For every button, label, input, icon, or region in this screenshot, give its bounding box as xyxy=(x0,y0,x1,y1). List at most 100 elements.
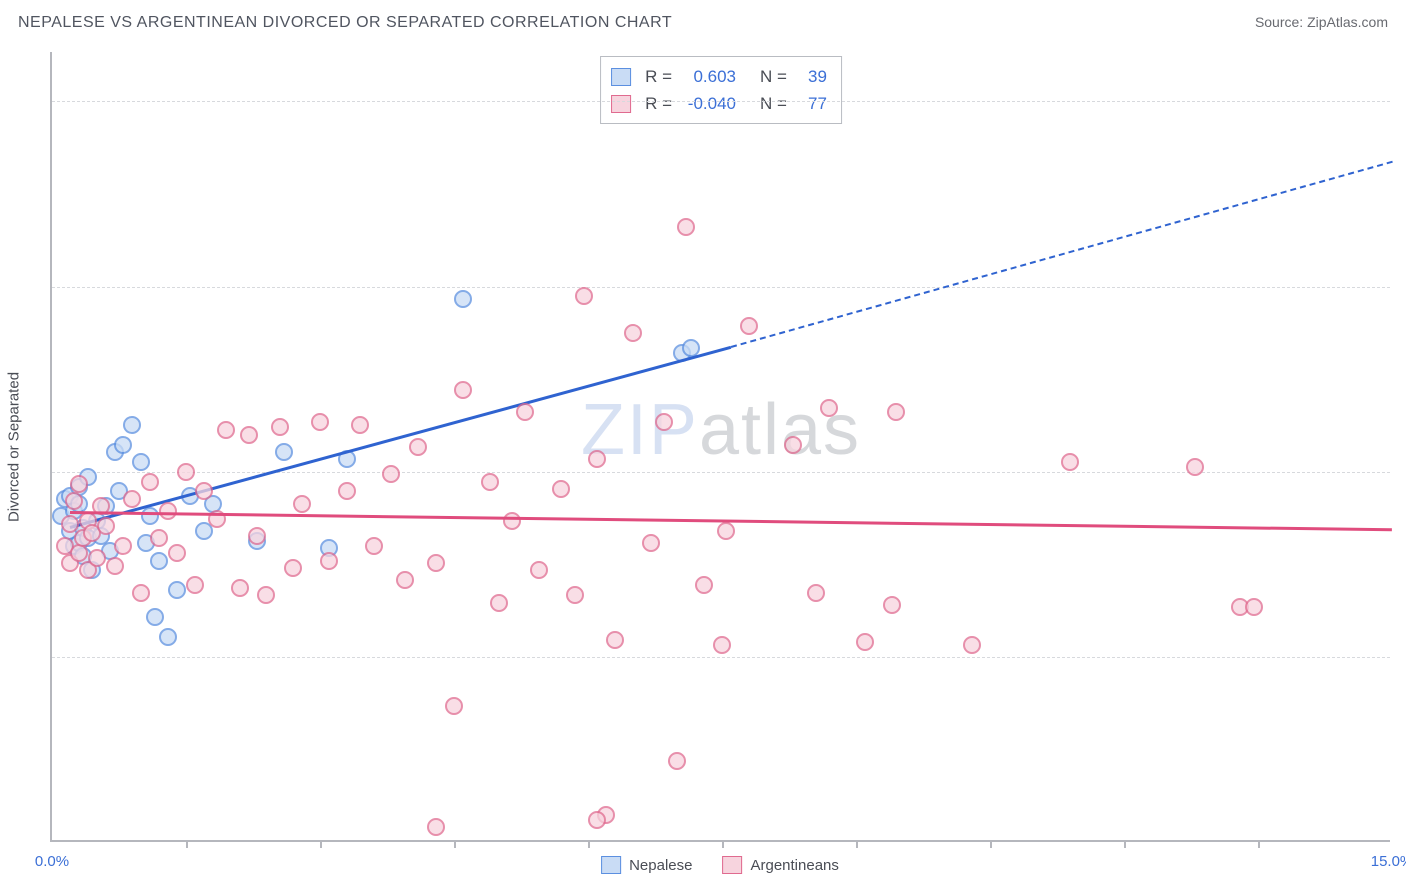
data-point xyxy=(552,480,570,498)
r-label: R = xyxy=(645,90,672,117)
legend-label: Argentineans xyxy=(750,857,838,874)
legend-row: R =-0.040N =77 xyxy=(611,90,827,117)
y-tick-label: 15.0% xyxy=(1394,463,1406,480)
legend-item: Argentineans xyxy=(722,856,838,874)
data-point xyxy=(240,426,258,444)
legend-label: Nepalese xyxy=(629,857,692,874)
data-point xyxy=(114,436,132,454)
chart-title: NEPALESE VS ARGENTINEAN DIVORCED OR SEPA… xyxy=(18,14,672,32)
data-point xyxy=(503,512,521,530)
chart-source: Source: ZipAtlas.com xyxy=(1255,14,1388,30)
data-point xyxy=(588,811,606,829)
plot-container: Divorced or Separated ZIPatlas R =0.603N… xyxy=(50,52,1390,842)
data-point xyxy=(887,403,905,421)
data-point xyxy=(481,473,499,491)
data-point xyxy=(150,552,168,570)
watermark: ZIPatlas xyxy=(581,389,861,471)
data-point xyxy=(530,561,548,579)
data-point xyxy=(320,552,338,570)
data-point xyxy=(807,584,825,602)
data-point xyxy=(409,438,427,456)
plot-area: ZIPatlas R =0.603N =39R =-0.040N =77 7.5… xyxy=(50,52,1390,842)
data-point xyxy=(132,584,150,602)
x-tick-label: 15.0% xyxy=(1371,853,1406,870)
data-point xyxy=(382,465,400,483)
series-legend: Nepalese Argentineans xyxy=(601,856,839,874)
data-point xyxy=(311,413,329,431)
legend-row: R =0.603N =39 xyxy=(611,63,827,90)
n-label: N = xyxy=(760,63,787,90)
x-tick xyxy=(990,840,992,848)
data-point xyxy=(655,413,673,431)
gridline xyxy=(52,287,1390,288)
data-point xyxy=(114,537,132,555)
data-point xyxy=(856,633,874,651)
data-point xyxy=(168,544,186,562)
data-point xyxy=(177,463,195,481)
chart-header: NEPALESE VS ARGENTINEAN DIVORCED OR SEPA… xyxy=(0,0,1406,40)
trend-line xyxy=(731,161,1393,348)
data-point xyxy=(195,482,213,500)
data-point xyxy=(217,421,235,439)
data-point xyxy=(427,818,445,836)
gridline xyxy=(52,101,1390,102)
y-tick-label: 7.5% xyxy=(1394,648,1406,665)
data-point xyxy=(146,608,164,626)
data-point xyxy=(97,517,115,535)
x-tick xyxy=(1258,840,1260,848)
legend-item: Nepalese xyxy=(601,856,692,874)
y-axis-title: Divorced or Separated xyxy=(6,372,23,522)
data-point xyxy=(61,515,79,533)
data-point xyxy=(454,290,472,308)
data-point xyxy=(150,529,168,547)
data-point xyxy=(186,576,204,594)
data-point xyxy=(516,403,534,421)
data-point xyxy=(338,482,356,500)
data-point xyxy=(784,436,802,454)
x-tick xyxy=(1124,840,1126,848)
r-value: -0.040 xyxy=(682,90,736,117)
data-point xyxy=(642,534,660,552)
data-point xyxy=(70,475,88,493)
legend-swatch xyxy=(722,856,742,874)
legend-swatch xyxy=(611,95,631,113)
data-point xyxy=(351,416,369,434)
data-point xyxy=(123,416,141,434)
x-tick-label: 0.0% xyxy=(35,853,69,870)
data-point xyxy=(396,571,414,589)
data-point xyxy=(123,490,141,508)
data-point xyxy=(271,418,289,436)
data-point xyxy=(695,576,713,594)
data-point xyxy=(427,554,445,572)
y-tick-label: 22.5% xyxy=(1394,278,1406,295)
data-point xyxy=(141,507,159,525)
data-point xyxy=(65,492,83,510)
data-point xyxy=(141,473,159,491)
data-point xyxy=(284,559,302,577)
data-point xyxy=(1186,458,1204,476)
data-point xyxy=(740,317,758,335)
x-tick xyxy=(856,840,858,848)
data-point xyxy=(445,697,463,715)
data-point xyxy=(454,381,472,399)
data-point xyxy=(624,324,642,342)
n-value: 77 xyxy=(797,90,827,117)
r-label: R = xyxy=(645,63,672,90)
data-point xyxy=(132,453,150,471)
x-tick xyxy=(186,840,188,848)
data-point xyxy=(106,557,124,575)
data-point xyxy=(566,586,584,604)
data-point xyxy=(88,549,106,567)
y-tick-label: 30.0% xyxy=(1394,93,1406,110)
data-point xyxy=(575,287,593,305)
data-point xyxy=(275,443,293,461)
data-point xyxy=(490,594,508,612)
data-point xyxy=(606,631,624,649)
correlation-legend: R =0.603N =39R = -0.040 N = 77 xyxy=(600,56,842,124)
data-point xyxy=(159,628,177,646)
data-point xyxy=(365,537,383,555)
data-point xyxy=(159,502,177,520)
data-point xyxy=(231,579,249,597)
data-point xyxy=(677,218,695,236)
data-point xyxy=(168,581,186,599)
